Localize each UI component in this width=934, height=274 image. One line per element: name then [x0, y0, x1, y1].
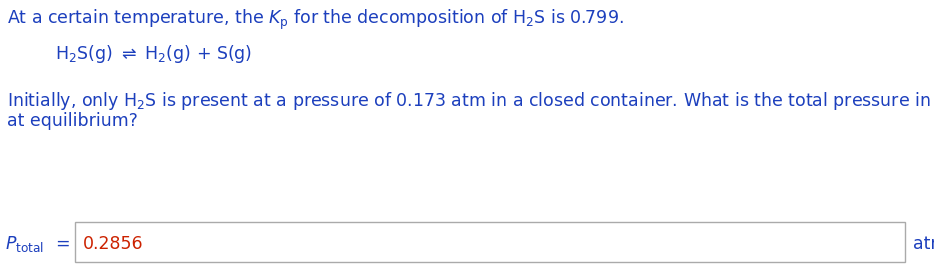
- Text: H$_\mathregular{2}$S(g) $\rightleftharpoons$ H$_\mathregular{2}$(g) + S(g): H$_\mathregular{2}$S(g) $\rightleftharpo…: [55, 43, 252, 65]
- Text: atm: atm: [913, 235, 934, 253]
- Bar: [75, 222, 905, 262]
- Text: at equilibrium?: at equilibrium?: [7, 112, 138, 130]
- Text: At a certain temperature, the $\mathit{K}_\mathregular{p}$ for the decomposition: At a certain temperature, the $\mathit{K…: [7, 8, 624, 32]
- Text: 0.2856: 0.2856: [83, 235, 144, 253]
- Text: =: =: [55, 235, 70, 253]
- Text: Initially, only H$_\mathregular{2}$S is present at a pressure of 0.173 atm in a : Initially, only H$_\mathregular{2}$S is …: [7, 90, 934, 112]
- Text: $P_\mathregular{total}$: $P_\mathregular{total}$: [5, 234, 44, 254]
